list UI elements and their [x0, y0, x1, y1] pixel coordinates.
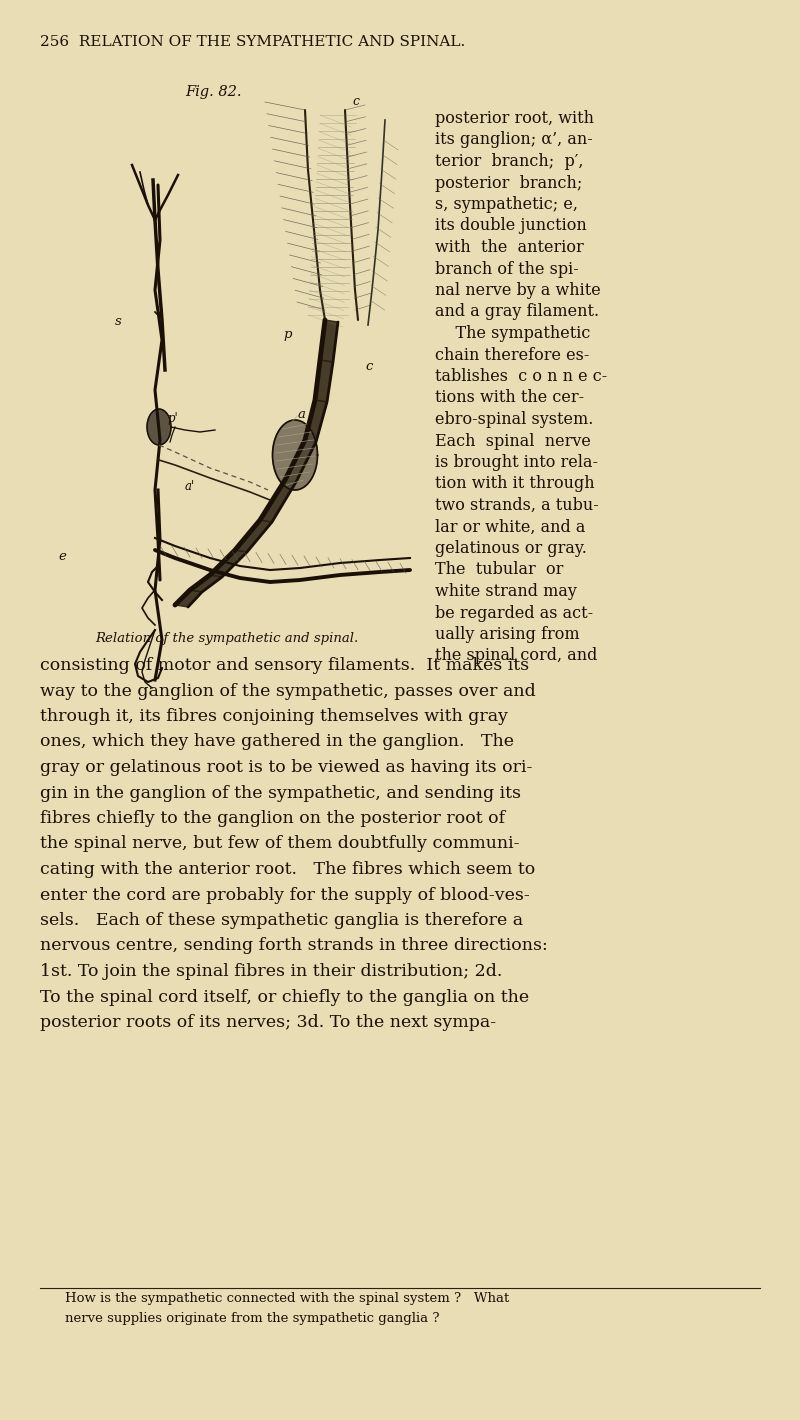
Text: way to the ganglion of the sympathetic, passes over and: way to the ganglion of the sympathetic, … — [40, 683, 536, 700]
Polygon shape — [320, 320, 338, 362]
Text: lar or white, and a: lar or white, and a — [435, 518, 586, 535]
Text: nerve supplies originate from the sympathetic ganglia ?: nerve supplies originate from the sympat… — [65, 1312, 439, 1325]
Text: How is the sympathetic connected with the spinal system ?   What: How is the sympathetic connected with th… — [65, 1292, 510, 1305]
Text: posterior root, with: posterior root, with — [435, 109, 594, 126]
Polygon shape — [315, 361, 333, 402]
Text: cating with the anterior root.   The fibres which seem to: cating with the anterior root. The fibre… — [40, 861, 535, 878]
Polygon shape — [285, 440, 316, 481]
Text: tions with the cer-: tions with the cer- — [435, 389, 584, 406]
Text: 256  RELATION OF THE SYMPATHETIC AND SPINAL.: 256 RELATION OF THE SYMPATHETIC AND SPIN… — [40, 36, 466, 50]
Text: the spinal cord, and: the spinal cord, and — [435, 648, 598, 665]
Text: the spinal nerve, but few of them doubtfully communi-: the spinal nerve, but few of them doubtf… — [40, 835, 519, 852]
Text: e: e — [58, 550, 66, 562]
Polygon shape — [305, 400, 327, 442]
Text: nal nerve by a white: nal nerve by a white — [435, 283, 601, 300]
Text: 1st. To join the spinal fibres in their distribution; 2d.: 1st. To join the spinal fibres in their … — [40, 963, 502, 980]
Text: The sympathetic: The sympathetic — [435, 325, 590, 342]
Text: and a gray filament.: and a gray filament. — [435, 304, 599, 321]
Text: nervous centre, sending forth strands in three directions:: nervous centre, sending forth strands in… — [40, 937, 548, 954]
Text: ebro-spinal system.: ebro-spinal system. — [435, 410, 594, 427]
Text: posterior roots of its nerves; 3d. To the next sympa-: posterior roots of its nerves; 3d. To th… — [40, 1014, 496, 1031]
Polygon shape — [147, 409, 171, 444]
Polygon shape — [190, 575, 222, 592]
Text: Fig. 82.: Fig. 82. — [185, 85, 242, 99]
Text: p: p — [283, 328, 291, 341]
Text: gin in the ganglion of the sympathetic, and sending its: gin in the ganglion of the sympathetic, … — [40, 784, 521, 801]
Text: The  tubular  or: The tubular or — [435, 561, 563, 578]
Text: gray or gelatinous root is to be viewed as having its ori-: gray or gelatinous root is to be viewed … — [40, 760, 532, 775]
Polygon shape — [210, 550, 247, 577]
Text: sels.   Each of these sympathetic ganglia is therefore a: sels. Each of these sympathetic ganglia … — [40, 912, 523, 929]
Text: posterior  branch;: posterior branch; — [435, 175, 582, 192]
Polygon shape — [260, 480, 296, 523]
Text: enter the cord are probably for the supply of blood-ves-: enter the cord are probably for the supp… — [40, 886, 530, 903]
Text: ones, which they have gathered in the ganglion.   The: ones, which they have gathered in the ga… — [40, 734, 514, 751]
Text: Each  spinal  nerve: Each spinal nerve — [435, 433, 591, 450]
Text: p': p' — [167, 412, 178, 425]
Text: c: c — [352, 95, 359, 108]
Text: fibres chiefly to the ganglion on the posterior root of: fibres chiefly to the ganglion on the po… — [40, 809, 505, 826]
Polygon shape — [175, 589, 202, 606]
Text: gelatinous or gray.: gelatinous or gray. — [435, 540, 587, 557]
Text: with  the  anterior: with the anterior — [435, 239, 584, 256]
Text: is brought into rela-: is brought into rela- — [435, 454, 598, 471]
Text: a: a — [298, 408, 306, 420]
Text: tablishes  c o n n e c-: tablishes c o n n e c- — [435, 368, 607, 385]
Polygon shape — [273, 420, 318, 490]
Text: ually arising from: ually arising from — [435, 626, 580, 643]
Text: branch of the spi-: branch of the spi- — [435, 260, 578, 277]
Text: its ganglion; α’, an-: its ganglion; α’, an- — [435, 132, 593, 149]
Text: Relation of the sympathetic and spinal.: Relation of the sympathetic and spinal. — [95, 632, 358, 645]
Text: terior  branch;  p′,: terior branch; p′, — [435, 153, 583, 170]
Text: be regarded as act-: be regarded as act- — [435, 605, 593, 622]
Text: To the spinal cord itself, or chiefly to the ganglia on the: To the spinal cord itself, or chiefly to… — [40, 988, 529, 1005]
Text: a': a' — [185, 480, 195, 493]
Text: white strand may: white strand may — [435, 584, 577, 601]
Text: through it, its fibres conjoining themselves with gray: through it, its fibres conjoining themse… — [40, 709, 508, 726]
Text: two strands, a tubu-: two strands, a tubu- — [435, 497, 598, 514]
Text: its double junction: its double junction — [435, 217, 586, 234]
Polygon shape — [235, 520, 272, 552]
Text: s: s — [115, 315, 122, 328]
Text: consisting of motor and sensory filaments.  It makes its: consisting of motor and sensory filament… — [40, 657, 529, 674]
Text: chain therefore es-: chain therefore es- — [435, 346, 590, 364]
Text: tion with it through: tion with it through — [435, 476, 594, 493]
Text: c: c — [365, 361, 372, 373]
Text: s, sympathetic; e,: s, sympathetic; e, — [435, 196, 578, 213]
